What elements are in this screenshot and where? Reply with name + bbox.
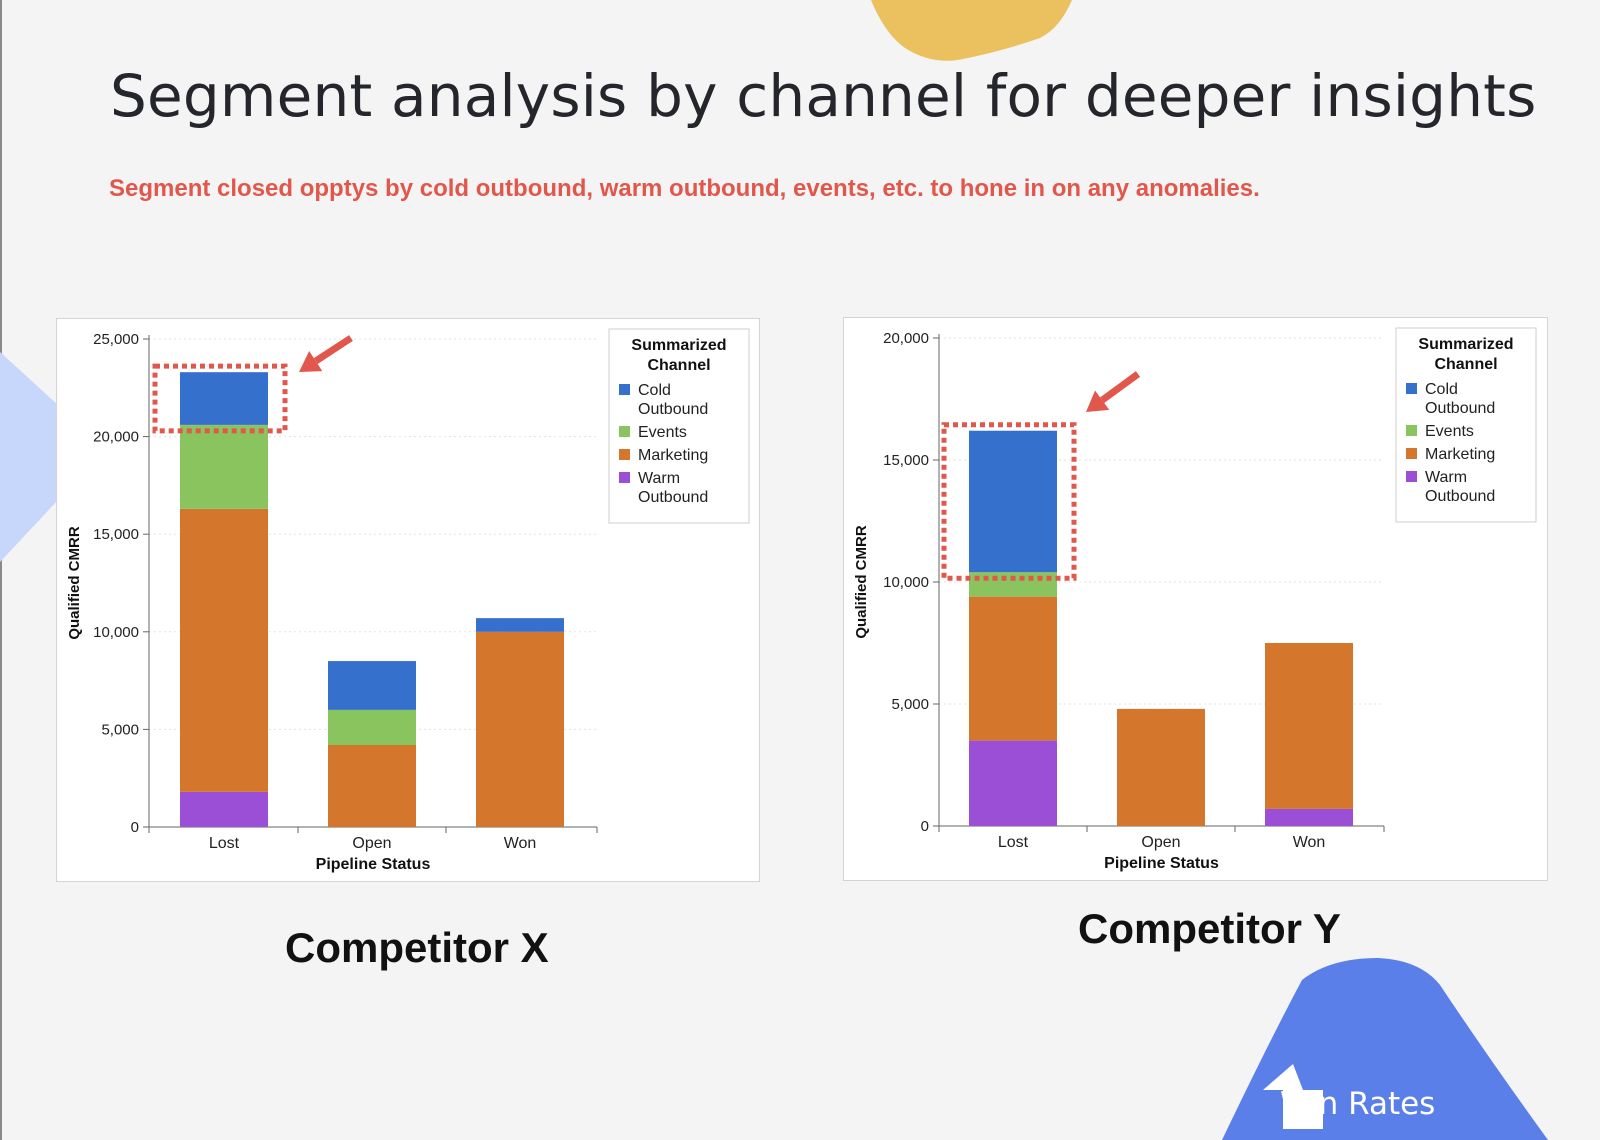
yellow-blob-shape xyxy=(871,0,1072,61)
y-tick-label: 15,000 xyxy=(883,452,929,469)
bar-open-cold-outbound xyxy=(328,661,416,710)
bar-lost-cold-outbound xyxy=(180,372,268,425)
y-tick-label: 25,000 xyxy=(93,331,139,348)
highlight-arrow-head xyxy=(299,351,323,372)
y-tick-label: 10,000 xyxy=(883,574,929,591)
x-axis-title: Pipeline Status xyxy=(1104,855,1219,872)
bar-open-marketing xyxy=(328,745,416,827)
legend-swatch-events xyxy=(619,426,630,437)
slide-left-border xyxy=(0,0,2,1140)
legend-label-cold-outbound: Outbound xyxy=(1425,400,1495,417)
chart-panel-competitor-x: 0 5,000 10,000 15,000 20,000 25,000 Lost Open Wo… xyxy=(56,318,760,882)
x-tick-label-open: Open xyxy=(1141,834,1180,851)
slide-subtitle: Segment closed opptys by cold outbound, … xyxy=(109,175,1260,202)
highlight-arrow-shaft xyxy=(313,335,353,364)
bar-lost-warm-outbound xyxy=(180,791,268,827)
x-tick-label-won: Won xyxy=(1293,834,1326,851)
bar-open-events xyxy=(328,709,416,746)
bar-open-marketing xyxy=(1117,708,1205,826)
y-tick-label: 15,000 xyxy=(93,526,139,543)
legend-label-cold-outbound: Cold xyxy=(1425,381,1458,398)
legend-title-line: Channel xyxy=(647,357,710,374)
bar-won-cold-outbound xyxy=(476,618,564,632)
lightblue-triangle-shape xyxy=(0,352,58,562)
legend-swatch-marketing xyxy=(1406,448,1417,459)
legend-title-line: Channel xyxy=(1434,356,1497,373)
x-axis-title: Pipeline Status xyxy=(316,856,431,873)
bar-lost-marketing xyxy=(969,596,1057,741)
highlight-box xyxy=(941,422,1077,581)
y-tick-label: 0 xyxy=(921,818,929,835)
slide-title: Segment analysis by channel for deeper i… xyxy=(110,62,1537,130)
legend-label-warm-outbound: Warm xyxy=(1425,469,1467,486)
legend-label-events: Events xyxy=(638,424,687,441)
y-axis-title: Qualified CMRR xyxy=(853,525,870,639)
caption-competitor-y: Competitor Y xyxy=(1078,905,1341,952)
x-tick-label-lost: Lost xyxy=(209,835,240,852)
y-tick-label: 0 xyxy=(131,819,139,836)
y-tick-label: 5,000 xyxy=(101,721,139,738)
legend-title-line: Summarized xyxy=(631,337,726,354)
legend-label-cold-outbound: Cold xyxy=(638,382,671,399)
bar-won-warm-outbound xyxy=(1265,808,1353,826)
chart-panel-competitor-y: 0 5,000 10,000 15,000 20,000 Lost Open Won Pipel… xyxy=(843,317,1548,881)
bar-won-marketing xyxy=(1265,643,1353,809)
legend-box xyxy=(1395,327,1537,523)
legend-label-events: Events xyxy=(1425,423,1474,440)
legend-label-marketing: Marketing xyxy=(638,447,708,464)
caption-competitor-x: Competitor X xyxy=(285,924,549,971)
legend-swatch-cold-outbound xyxy=(619,384,630,395)
y-axis-title: Qualified CMRR xyxy=(66,526,83,640)
legend-label-cold-outbound: Outbound xyxy=(638,401,708,418)
legend-swatch-events xyxy=(1406,425,1417,436)
x-tick-label-won: Won xyxy=(504,835,537,852)
x-tick-label-open: Open xyxy=(352,835,391,852)
highlight-arrow-head xyxy=(1086,390,1110,412)
bar-lost-events xyxy=(180,424,268,509)
legend-title-line: Summarized xyxy=(1418,336,1513,353)
y-tick-label: 20,000 xyxy=(93,429,139,446)
legend-swatch-marketing xyxy=(619,449,630,460)
legend-label-warm-outbound: Warm xyxy=(638,470,680,487)
legend-swatch-warm-outbound xyxy=(619,472,630,483)
legend-swatch-warm-outbound xyxy=(1406,471,1417,482)
legend-label-warm-outbound: Outbound xyxy=(1425,488,1495,505)
y-tick-label: 10,000 xyxy=(93,624,139,641)
bar-lost-marketing xyxy=(180,508,268,792)
arrow-up-icon xyxy=(1263,1064,1323,1129)
chart-competitor-x: 0 5,000 10,000 15,000 20,000 25,000 Lost Open Wo… xyxy=(66,328,750,873)
bar-won-marketing xyxy=(476,631,564,827)
bar-lost-warm-outbound xyxy=(969,740,1057,826)
chart-competitor-y: 0 5,000 10,000 15,000 20,000 Lost Open Won Pipel… xyxy=(853,327,1537,872)
highlight-box xyxy=(152,363,288,434)
legend-label-warm-outbound: Outbound xyxy=(638,489,708,506)
bar-lost-cold-outbound xyxy=(969,430,1057,573)
legend-swatch-cold-outbound xyxy=(1406,383,1417,394)
legend-label-marketing: Marketing xyxy=(1425,446,1495,463)
y-tick-label: 5,000 xyxy=(891,696,929,713)
highlight-arrow-shaft xyxy=(1100,371,1141,404)
y-tick-label: 20,000 xyxy=(883,330,929,347)
win-rates-label: Win Rates xyxy=(1280,1086,1436,1122)
x-tick-label-lost: Lost xyxy=(998,834,1029,851)
legend-box xyxy=(608,328,750,524)
